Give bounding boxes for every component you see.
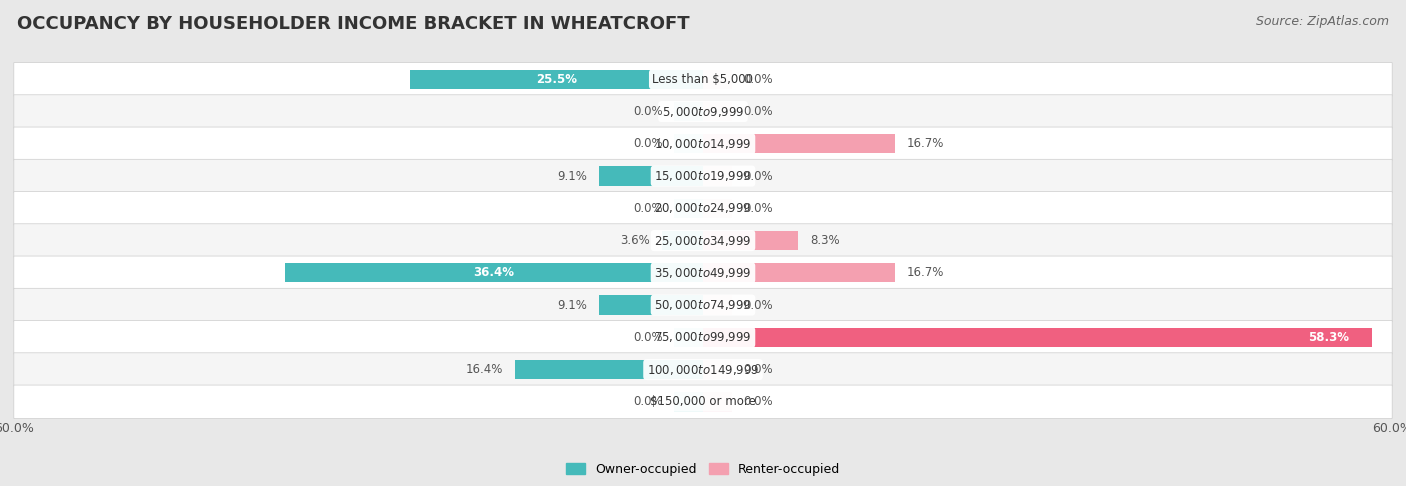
Bar <box>662 231 703 250</box>
Bar <box>703 231 799 250</box>
Bar <box>285 263 703 282</box>
FancyBboxPatch shape <box>14 63 1392 96</box>
Text: 0.0%: 0.0% <box>633 395 662 408</box>
Text: $50,000 to $74,999: $50,000 to $74,999 <box>654 298 752 312</box>
Text: 0.0%: 0.0% <box>633 105 662 118</box>
Bar <box>703 69 731 89</box>
Text: 3.6%: 3.6% <box>620 234 650 247</box>
FancyBboxPatch shape <box>14 256 1392 290</box>
Text: $5,000 to $9,999: $5,000 to $9,999 <box>662 104 744 119</box>
Bar <box>599 295 703 315</box>
Bar <box>703 360 731 379</box>
FancyBboxPatch shape <box>14 321 1392 354</box>
Text: 16.7%: 16.7% <box>907 266 943 279</box>
Bar <box>675 134 703 154</box>
Text: 0.0%: 0.0% <box>633 138 662 150</box>
FancyBboxPatch shape <box>14 353 1392 386</box>
FancyBboxPatch shape <box>14 385 1392 418</box>
Text: OCCUPANCY BY HOUSEHOLDER INCOME BRACKET IN WHEATCROFT: OCCUPANCY BY HOUSEHOLDER INCOME BRACKET … <box>17 15 689 33</box>
Text: 0.0%: 0.0% <box>744 363 773 376</box>
Bar <box>675 328 703 347</box>
Bar <box>411 69 703 89</box>
Bar <box>703 295 731 315</box>
Legend: Owner-occupied, Renter-occupied: Owner-occupied, Renter-occupied <box>567 463 839 476</box>
Text: $20,000 to $24,999: $20,000 to $24,999 <box>654 201 752 215</box>
Bar <box>599 166 703 186</box>
Text: $15,000 to $19,999: $15,000 to $19,999 <box>654 169 752 183</box>
Text: 8.3%: 8.3% <box>810 234 839 247</box>
FancyBboxPatch shape <box>14 127 1392 160</box>
Text: 0.0%: 0.0% <box>633 202 662 215</box>
Text: 0.0%: 0.0% <box>744 170 773 183</box>
Text: 0.0%: 0.0% <box>744 298 773 312</box>
Bar <box>703 263 894 282</box>
Text: 16.7%: 16.7% <box>907 138 943 150</box>
Bar <box>675 392 703 412</box>
Bar <box>515 360 703 379</box>
Text: 9.1%: 9.1% <box>557 170 588 183</box>
Text: $10,000 to $14,999: $10,000 to $14,999 <box>654 137 752 151</box>
Bar <box>675 102 703 121</box>
Text: 36.4%: 36.4% <box>474 266 515 279</box>
Text: 0.0%: 0.0% <box>744 105 773 118</box>
FancyBboxPatch shape <box>14 191 1392 225</box>
Text: Less than $5,000: Less than $5,000 <box>652 73 754 86</box>
Text: $150,000 or more: $150,000 or more <box>650 395 756 408</box>
Text: 9.1%: 9.1% <box>557 298 588 312</box>
Bar <box>703 166 731 186</box>
Text: $35,000 to $49,999: $35,000 to $49,999 <box>654 266 752 280</box>
FancyBboxPatch shape <box>14 159 1392 193</box>
Text: 0.0%: 0.0% <box>633 331 662 344</box>
Text: 58.3%: 58.3% <box>1309 331 1350 344</box>
Bar <box>703 392 731 412</box>
Text: 16.4%: 16.4% <box>465 363 503 376</box>
Bar <box>675 199 703 218</box>
Text: $25,000 to $34,999: $25,000 to $34,999 <box>654 234 752 247</box>
Text: $100,000 to $149,999: $100,000 to $149,999 <box>647 363 759 377</box>
Bar <box>703 134 894 154</box>
FancyBboxPatch shape <box>14 224 1392 258</box>
Text: 0.0%: 0.0% <box>744 202 773 215</box>
Bar <box>703 328 1372 347</box>
Text: 25.5%: 25.5% <box>536 73 576 86</box>
Text: 0.0%: 0.0% <box>744 73 773 86</box>
Bar <box>703 199 731 218</box>
FancyBboxPatch shape <box>14 288 1392 322</box>
Text: Source: ZipAtlas.com: Source: ZipAtlas.com <box>1256 15 1389 28</box>
Text: $75,000 to $99,999: $75,000 to $99,999 <box>654 330 752 344</box>
FancyBboxPatch shape <box>14 95 1392 128</box>
Text: 0.0%: 0.0% <box>744 395 773 408</box>
Bar <box>703 102 731 121</box>
